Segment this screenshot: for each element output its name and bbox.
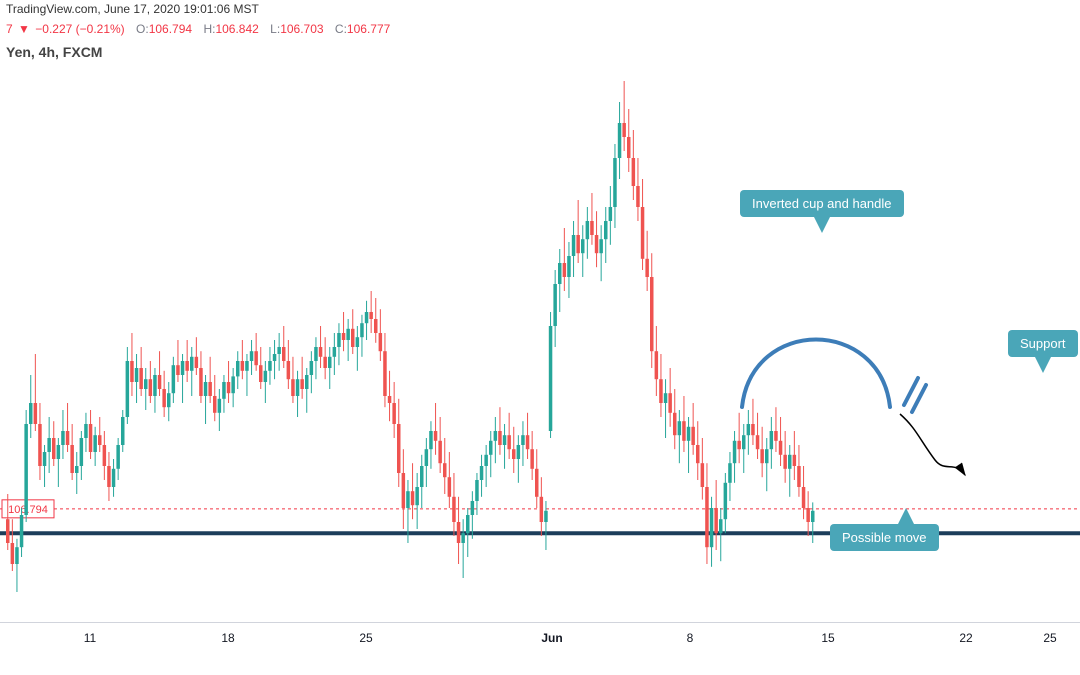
x-axis: 11 18 25 Jun 8 15 22 25 (0, 622, 1080, 662)
change-value: −0.227 (35, 22, 72, 36)
support-callout: Support (1008, 330, 1078, 357)
x-tick: 25 (1043, 631, 1056, 645)
svg-text:106.794: 106.794 (8, 504, 48, 516)
cup-handle-text: Inverted cup and handle (752, 196, 892, 211)
x-tick: 11 (84, 631, 96, 645)
symbol-line: Yen, 4h, FXCM (6, 44, 102, 60)
x-tick: 8 (687, 631, 694, 645)
close-value: 106.777 (347, 22, 390, 36)
x-tick: 22 (959, 631, 972, 645)
callout-tail-icon (898, 508, 914, 524)
close-label: C: (335, 22, 347, 36)
quote-line: 7 ▼ −0.227 (−0.21%) O:106.794 H:106.842 … (6, 22, 390, 36)
last-digit: 7 (6, 22, 13, 36)
x-tick: 25 (359, 631, 372, 645)
possible-move-text: Possible move (842, 530, 927, 545)
callout-tail-icon (1035, 357, 1051, 373)
open-value: 106.794 (149, 22, 192, 36)
source-text: TradingView.com, June 17, 2020 19:01:06 … (6, 2, 259, 16)
x-tick: 18 (221, 631, 234, 645)
low-label: L: (270, 22, 280, 36)
high-label: H: (203, 22, 215, 36)
cup-handle-callout: Inverted cup and handle (740, 190, 904, 217)
support-text: Support (1020, 336, 1066, 351)
callout-tail-icon (814, 217, 830, 233)
high-value: 106.842 (215, 22, 258, 36)
x-tick: 15 (821, 631, 834, 645)
low-value: 106.703 (280, 22, 323, 36)
x-tick: Jun (541, 631, 562, 645)
open-label: O: (136, 22, 149, 36)
change-pct: (−0.21%) (76, 22, 125, 36)
watermark-timestamp: TradingView.com, June 17, 2020 19:01:06 … (6, 2, 259, 16)
possible-move-callout: Possible move (830, 524, 939, 551)
down-arrow-icon: ▼ (18, 22, 30, 36)
